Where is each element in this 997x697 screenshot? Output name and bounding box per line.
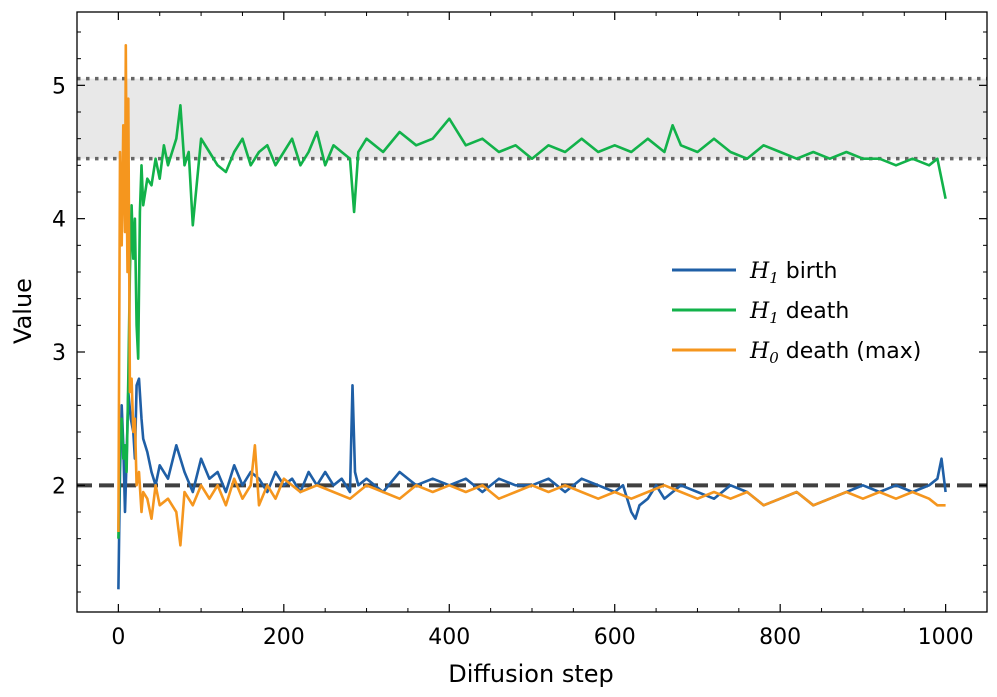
legend-math-symbol: H: [749, 339, 770, 364]
axes-group: 0 200 400 600 800 1000 2 3 4 5: [52, 11, 988, 650]
x-tick-label: 0: [111, 625, 125, 650]
x-tick-label: 800: [759, 625, 801, 650]
y-tick-label: 4: [52, 208, 66, 233]
legend-math-subscript: 0: [769, 349, 779, 367]
legend-label-1: H1 death: [749, 299, 849, 327]
legend-label-0: H1 birth: [749, 259, 837, 287]
legend-math-subscript: 1: [769, 309, 779, 327]
series-line-2: [117, 43, 946, 547]
x-tick-label: 200: [263, 625, 305, 650]
y-tick-label: 3: [52, 341, 66, 366]
band-fill: [77, 78, 987, 159]
x-tick-label: 400: [428, 625, 470, 650]
series-line-1: [117, 104, 947, 539]
x-tick-label: 600: [594, 625, 636, 650]
legend-label-2: H0 death (max): [749, 339, 921, 367]
series-line-0: [117, 377, 947, 590]
x-tick-label: 1000: [918, 625, 974, 650]
legend-series-name: birth: [779, 259, 838, 284]
legend-series-name: death (max): [779, 339, 922, 364]
series-group: [117, 43, 947, 590]
y-tick-label: 5: [52, 74, 66, 99]
legend-math-subscript: 1: [769, 269, 779, 287]
legend-series-name: death: [779, 299, 850, 324]
y-axis-label: Value: [9, 278, 37, 344]
legend-math-symbol: H: [749, 259, 770, 284]
legend-math-symbol: H: [749, 299, 770, 324]
y-tick-label: 2: [52, 474, 66, 499]
reference-band: [77, 76, 987, 161]
x-axis-label: Diffusion step: [448, 660, 614, 688]
